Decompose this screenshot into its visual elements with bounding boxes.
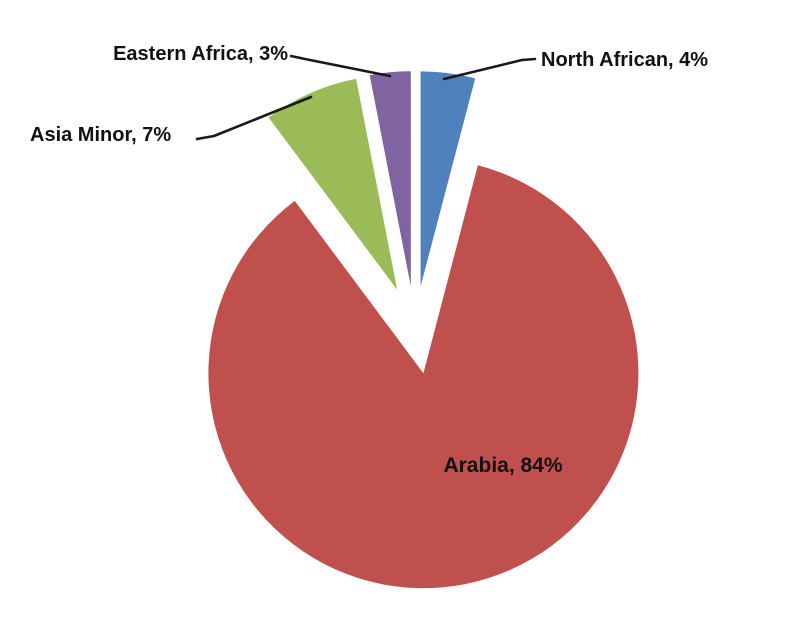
- pie-slices-group: [208, 71, 639, 589]
- pie-slice-north-african: [420, 71, 476, 287]
- pie-slice-eastern-africa: [369, 71, 411, 287]
- label-north-african: North African, 4%: [541, 49, 708, 71]
- pie-slice-arabia: [208, 165, 639, 589]
- leader-line-eastern-africa: [289, 54, 392, 78]
- leader-lines-group: [195, 54, 537, 141]
- leader-line-north-african: [442, 57, 537, 81]
- label-asia-minor: Asia Minor, 7%: [30, 124, 171, 146]
- label-arabia: Arabia, 84%: [443, 454, 562, 477]
- leader-line-asia-minor: [195, 95, 313, 141]
- label-eastern-africa: Eastern Africa, 3%: [113, 43, 288, 65]
- pie-slice-asia-minor: [268, 78, 398, 290]
